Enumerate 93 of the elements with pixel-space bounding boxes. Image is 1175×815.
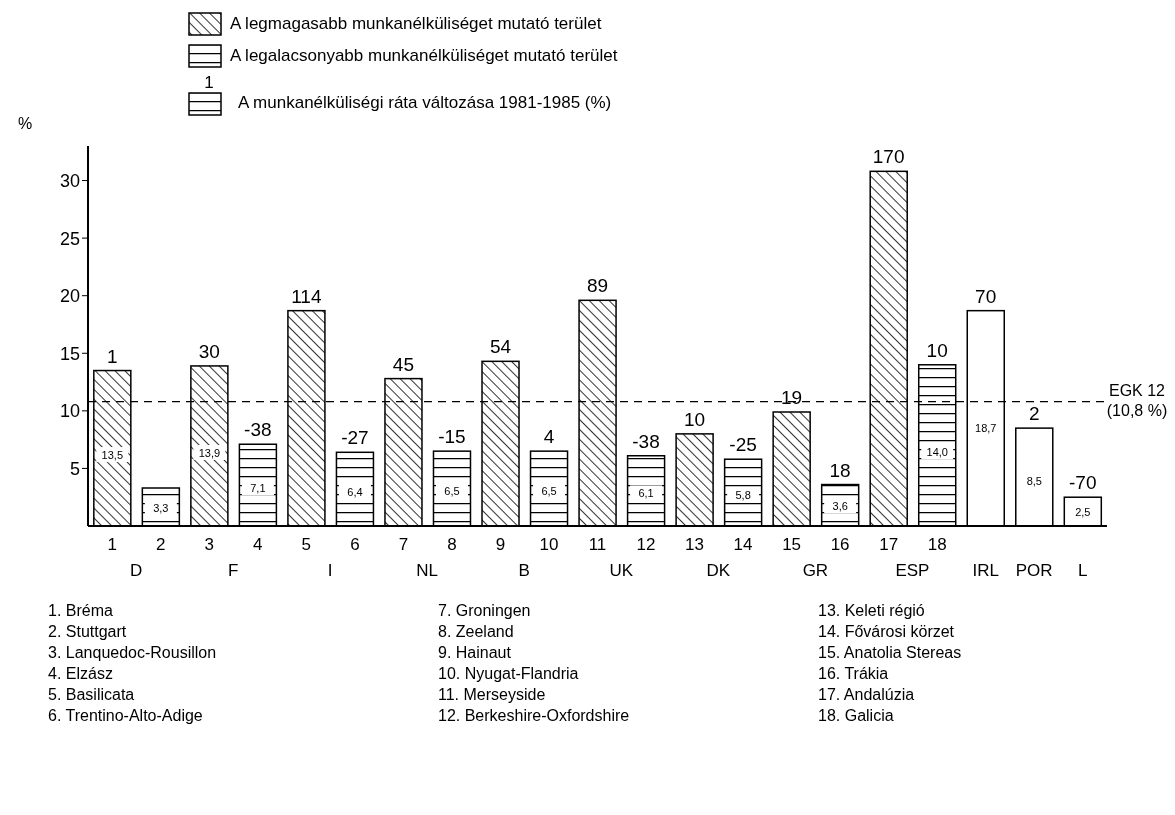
text: 2. Stuttgart: [48, 623, 128, 642]
x-tick-label: 16: [830, 535, 850, 554]
text: 17. Andalúzia: [818, 686, 916, 705]
text: GR: [802, 561, 829, 580]
legend-key-icon: 1 A munkanélküliségi ráta változása 1981-1985 (%): [188, 72, 1167, 116]
text: 4. Elzász: [48, 665, 114, 684]
x-tick-label: 15: [782, 535, 802, 554]
annotation: 4: [543, 426, 555, 448]
annotation: -27: [341, 427, 369, 449]
data-label: 3,3: [153, 501, 169, 514]
x-tick-label: 5: [301, 535, 312, 554]
text: 5. Basilicata: [48, 686, 136, 705]
x-tick-label: 14: [733, 535, 753, 554]
annotation: 2: [1028, 403, 1040, 425]
data-label: 5,8: [735, 488, 751, 501]
text: 14. Fővárosi körzet: [818, 623, 956, 642]
text: I: [327, 561, 333, 580]
y-tick-label: 10: [59, 401, 80, 422]
data-label: 3,6: [832, 500, 848, 513]
annotation: 18: [829, 459, 851, 481]
x-tick-label: 1: [107, 535, 117, 554]
x-tick-label: 17: [879, 535, 899, 554]
x-tick-label: 8: [447, 535, 457, 554]
data-label: 8,5: [1026, 474, 1042, 487]
ref-line-label: EGK 12 (10,8 %): [1106, 381, 1168, 419]
y-tick-label: 5: [69, 458, 80, 479]
x-tick-label: 7: [398, 535, 409, 554]
text: 7. Groningen: [438, 602, 532, 621]
annotation: 10: [683, 408, 706, 430]
text: 13. Keleti régió: [818, 602, 926, 621]
text: 12. Berkeshire-Oxfordshire: [438, 707, 631, 726]
x-tick-label: L: [1078, 561, 1088, 580]
text: 11. Merseyside: [438, 686, 547, 705]
text: 18. Galicia: [818, 707, 895, 726]
text: 6. Trentino-Alto-Adige: [48, 707, 204, 726]
text: 10. Nyugat-Flandria: [438, 665, 580, 684]
x-tick-label: 3: [204, 535, 215, 554]
text: 16. Trákia: [818, 665, 890, 684]
annotation: 54: [489, 336, 512, 358]
annotation: 89: [586, 275, 609, 297]
text: NL: [416, 561, 439, 580]
x-tick-label: 10: [539, 535, 559, 554]
legend-label: A legmagasabb munkanélküliséget mutató terület: [230, 14, 602, 34]
annotation: -25: [729, 434, 757, 456]
data-label: 14,0: [926, 446, 948, 459]
x-tick-label: POR: [1015, 561, 1053, 580]
text: ESP: [895, 561, 930, 580]
x-tick-label: IRL: [972, 561, 999, 580]
y-tick-label: 30: [59, 170, 80, 191]
y-tick-label: 20: [59, 286, 80, 307]
x-tick-label: 6: [350, 535, 360, 554]
annotation: 45: [392, 353, 414, 375]
data-label: 13,9: [198, 446, 221, 459]
data-label: 6,5: [541, 485, 557, 498]
text: DK: [706, 561, 731, 580]
annotation: 114: [291, 285, 322, 307]
text: D: [129, 561, 143, 580]
text: F: [227, 561, 239, 580]
data-label: 6,5: [444, 485, 460, 498]
text: 8. Zeeland: [438, 623, 515, 642]
legend-label: A legalacsonyabb munkanélküliséget mutató terület: [230, 46, 618, 66]
data-label: 2,5: [1075, 506, 1091, 519]
annotation: 70: [975, 285, 997, 307]
annotation: 170: [872, 146, 905, 168]
text: B: [518, 561, 530, 580]
x-tick-label: 9: [495, 535, 506, 554]
y-tick-label: 25: [59, 228, 80, 249]
annotation: -15: [438, 426, 466, 448]
text: 9. Hainaut: [438, 644, 512, 663]
annotation: 30: [198, 340, 220, 362]
data-label: 6,4: [347, 485, 363, 498]
x-tick-label: 18: [927, 535, 947, 554]
annotation: -38: [244, 419, 272, 441]
annotation: 1: [106, 345, 118, 367]
data-label: 13,5: [101, 449, 124, 462]
annotation: -70: [1069, 472, 1097, 494]
data-label: 18,7: [975, 422, 997, 435]
x-tick-label: 13: [685, 535, 705, 554]
text: UK: [609, 561, 634, 580]
text: 1. Bréma: [48, 602, 114, 621]
text: 3. Lanquedoc-Rousillon: [48, 644, 218, 663]
text: 15. Anatolia Stereas: [818, 644, 963, 663]
y-tick-label: 15: [59, 343, 80, 364]
x-tick-label: 11: [588, 535, 607, 554]
annotation: 10: [926, 339, 948, 361]
annotation: 19: [781, 387, 803, 408]
data-label: 6,1: [638, 487, 654, 500]
x-tick-label: 4: [253, 535, 263, 554]
x-tick-label: 2: [156, 535, 166, 554]
y-axis-title: %: [18, 115, 33, 133]
x-tick-label: 12: [636, 535, 656, 554]
annotation: -38: [632, 430, 660, 452]
data-label: 7,1: [250, 482, 266, 495]
